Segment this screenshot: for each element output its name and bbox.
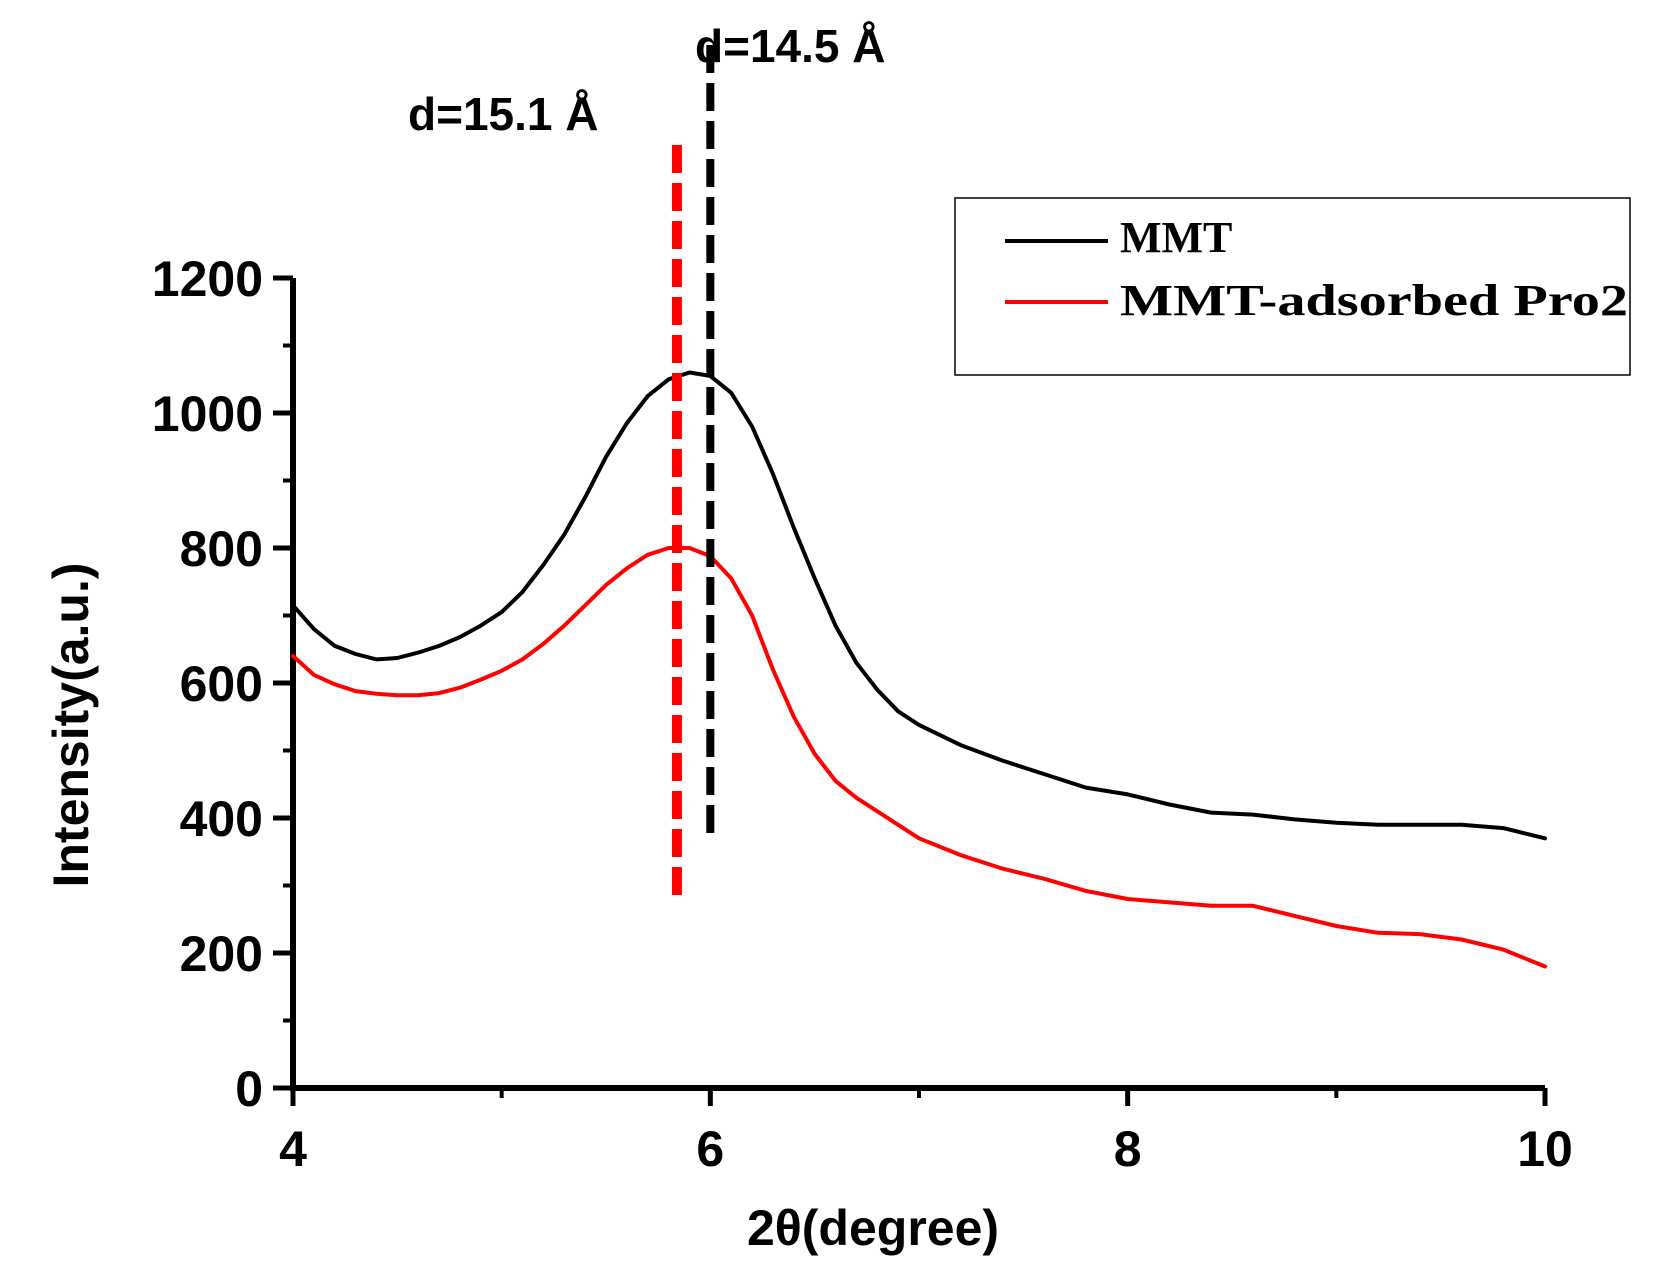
series-layer [291, 370, 1547, 969]
x-tick-label: 6 [696, 1121, 724, 1177]
legend-label-mmt-adsorbed-pro2: MMT-adsorbed Pro2 [1120, 276, 1628, 325]
x-tick-label: 10 [1517, 1121, 1573, 1177]
y-tick-label: 0 [235, 1061, 263, 1117]
axes [290, 278, 1545, 1091]
x-ticks: 4 6 8 10 [279, 1088, 1573, 1177]
d-spacing-label: d=15.1 Å [408, 88, 599, 140]
x-tick-label: 8 [1114, 1121, 1142, 1177]
y-axis-title: Intensity(a.u.) [43, 562, 99, 887]
legend-label-mmt: MMT [1120, 213, 1232, 262]
legend: MMT MMT-adsorbed Pro2 [954, 197, 1631, 376]
annotation-layer: d=14.5 Å d=15.1 Å [408, 20, 886, 903]
y-ticks: 0 200 400 600 800 1000 1200 [152, 251, 293, 1117]
y-tick-label: 200 [180, 926, 263, 982]
legend-box [954, 197, 1631, 376]
y-tick-label: 600 [180, 656, 263, 712]
series-line-mmt [291, 370, 1547, 841]
x-axis-title: 2θ(degree) [747, 1200, 999, 1256]
y-tick-label: 1000 [152, 386, 263, 442]
series-line-mmt-adsorbed-pro2 [291, 546, 1547, 969]
y-tick-label: 800 [180, 521, 263, 577]
y-tick-label: 400 [180, 791, 263, 847]
x-tick-label: 4 [279, 1121, 307, 1177]
d-spacing-label: d=14.5 Å [695, 20, 886, 72]
y-tick-label: 1200 [152, 251, 263, 307]
